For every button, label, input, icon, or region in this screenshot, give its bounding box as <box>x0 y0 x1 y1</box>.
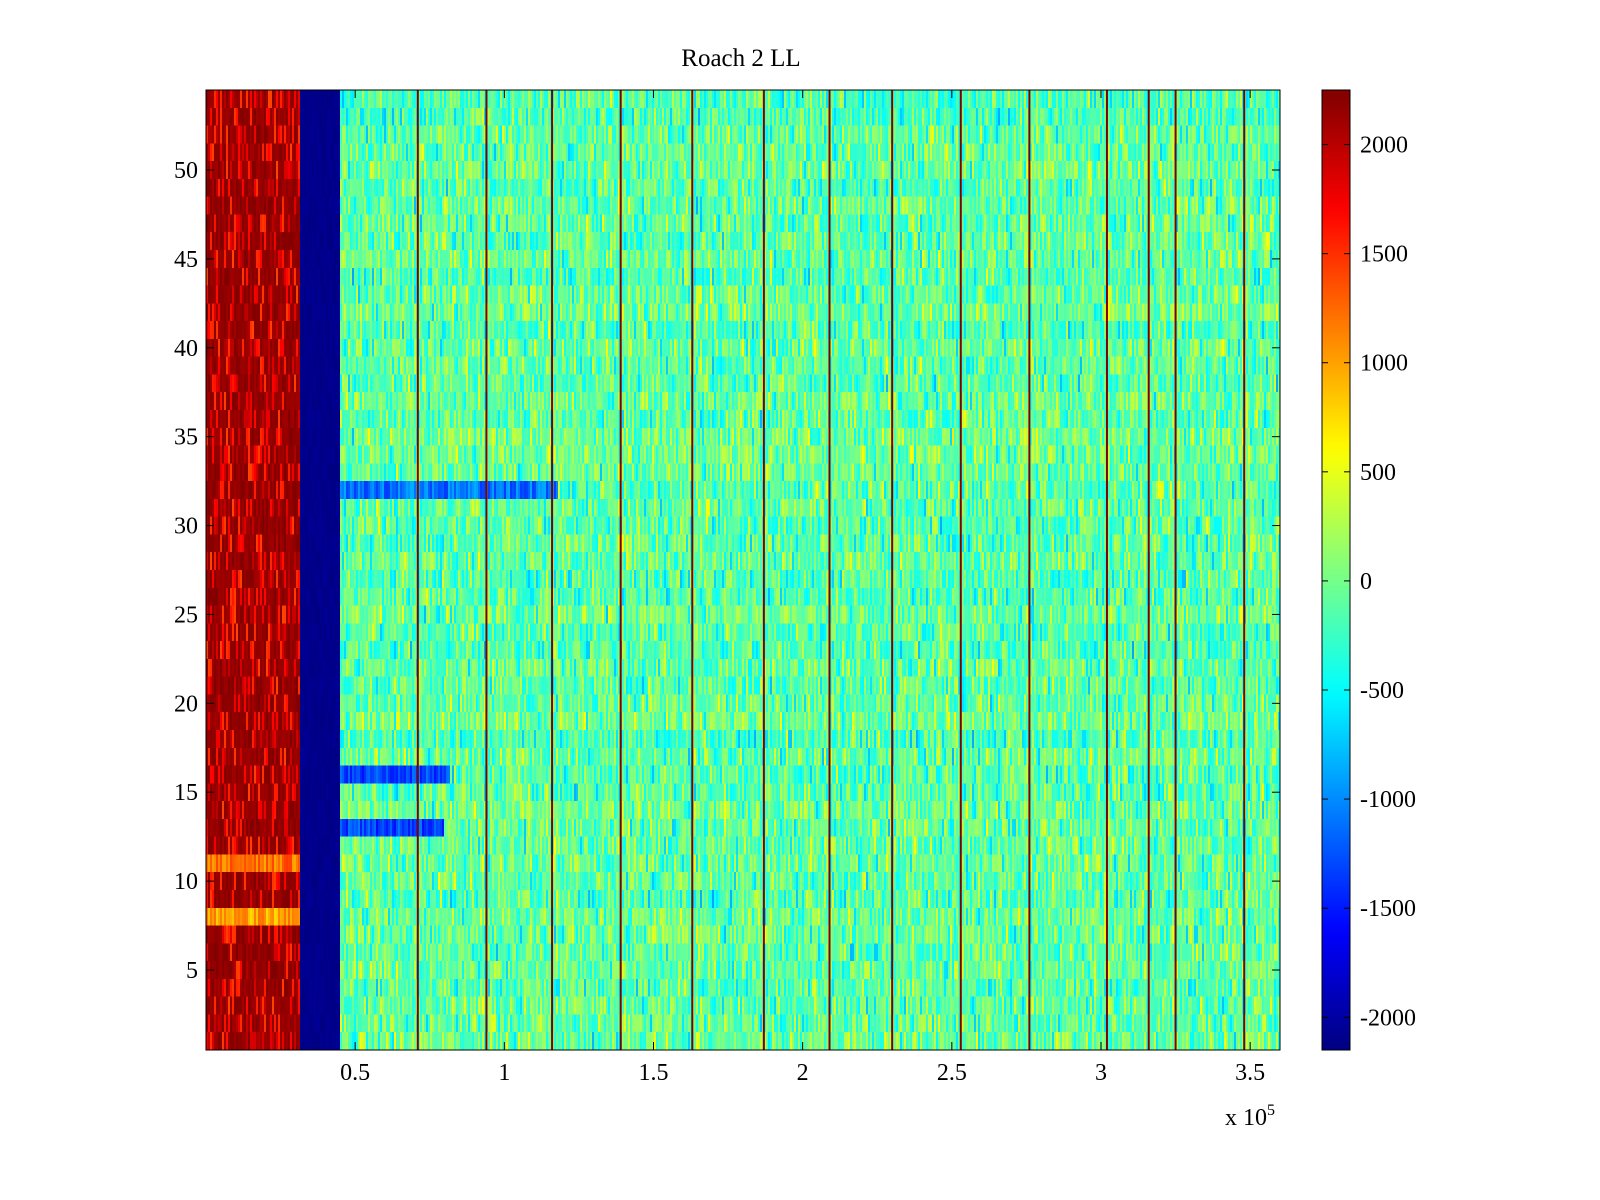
heatmap-stripes <box>416 90 1246 1050</box>
colorbar-tick-label: -500 <box>1360 678 1404 704</box>
x-tick-label: 2.5 <box>937 1060 967 1086</box>
colorbar-gradient <box>1322 90 1350 1050</box>
colorbar-tick-label: -1000 <box>1360 787 1416 813</box>
y-tick-label: 45 <box>174 247 198 273</box>
colorbar-tick-label: -2000 <box>1360 1005 1416 1031</box>
y-tick-label: 5 <box>186 958 198 984</box>
x-tick-label: 0.5 <box>340 1060 370 1086</box>
y-tick-label: 35 <box>174 425 198 451</box>
y-tick-label: 25 <box>174 602 198 628</box>
plot-frame <box>205 89 1281 1051</box>
chart-title: Roach 2 LL <box>681 45 800 72</box>
y-tick-label: 50 <box>174 158 198 184</box>
y-tick-label: 10 <box>174 869 198 895</box>
x-axis-multiplier: x 105 <box>1225 1102 1275 1131</box>
x-tick-label: 3.5 <box>1235 1060 1265 1086</box>
colorbar-tick-label: 1500 <box>1360 242 1408 268</box>
colorbar-tick-label: 500 <box>1360 460 1396 486</box>
y-tick-label: 15 <box>174 780 198 806</box>
colorbar-tick-label: 1000 <box>1360 351 1408 377</box>
colorbar: -2000 -1500 -1000 -500 0 500 1000 1500 2000 <box>1321 89 1416 1051</box>
y-tick-label: 20 <box>174 691 198 717</box>
colorbar-tick-label: -1500 <box>1360 896 1416 922</box>
y-tick-label: 30 <box>174 514 198 540</box>
colorbar-tick-label: 0 <box>1360 569 1372 595</box>
y-tick-label: 40 <box>174 336 198 362</box>
colorbar-ticks: -2000 -1500 -1000 -500 0 500 1000 1500 2000 <box>1322 133 1416 1031</box>
y-axis: 5 10 15 20 25 30 35 40 45 50 <box>174 158 1280 984</box>
x-tick-label: 1.5 <box>639 1060 669 1086</box>
colorbar-frame <box>1321 89 1351 1051</box>
heatmap-image <box>206 90 1280 1050</box>
x-tick-label: 1 <box>498 1060 510 1086</box>
x-tick-label: 3 <box>1095 1060 1107 1086</box>
heatmap-plot-area <box>206 90 1280 1050</box>
x-tick-label: 2 <box>797 1060 809 1086</box>
colorbar-tick-label: 2000 <box>1360 133 1408 159</box>
x-axis: 0.5 1 1.5 2 2.5 3 3.5 <box>340 90 1265 1086</box>
